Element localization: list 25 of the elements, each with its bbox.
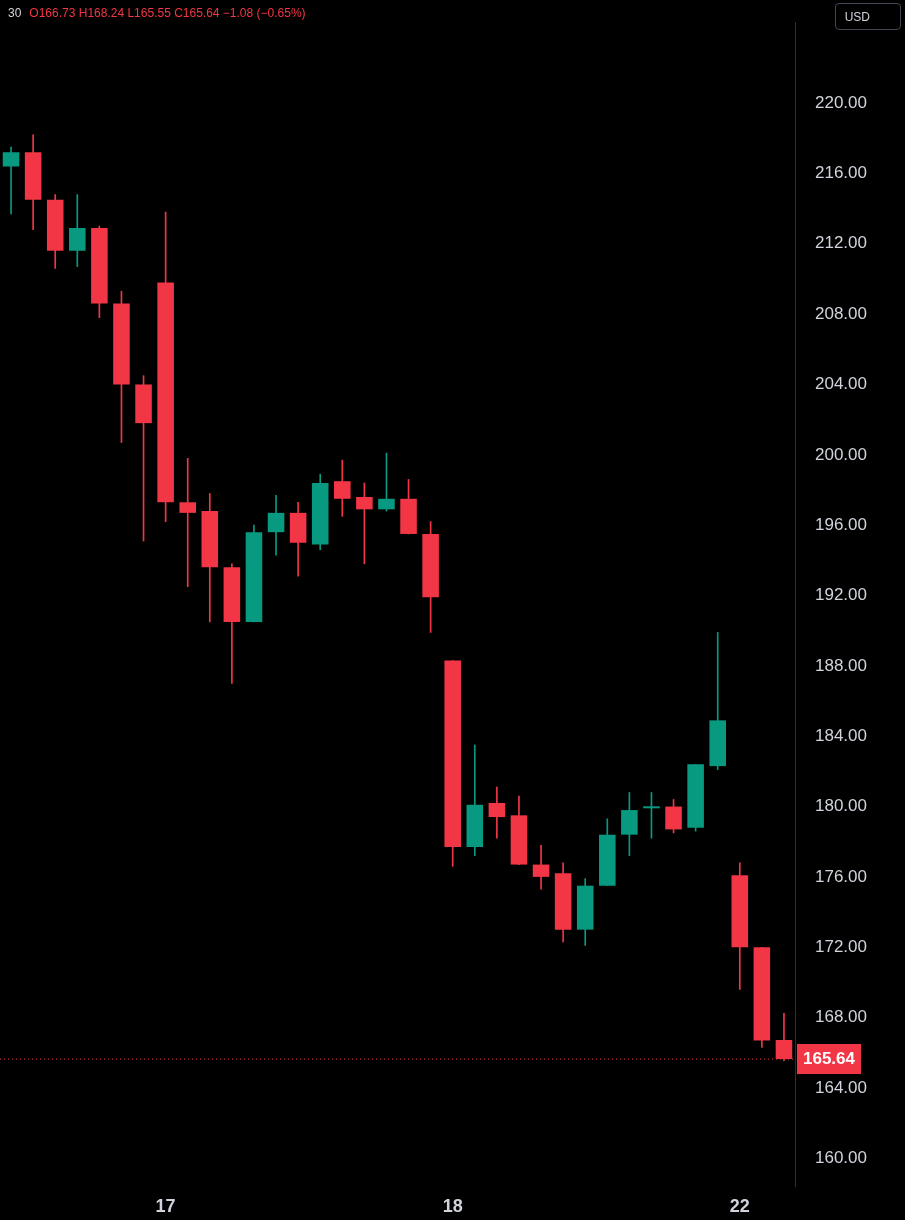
x-tick-label: 17 (155, 1196, 176, 1217)
y-tick-label: 164.00 (815, 1077, 867, 1097)
y-tick-label: 188.00 (815, 655, 867, 675)
y-tick-label: 212.00 (815, 233, 867, 253)
y-tick-label: 204.00 (815, 374, 867, 394)
chart-subtitle: O166.73 H168.24 L165.55 C165.64 −1.08 (−0.65%) (29, 6, 306, 20)
y-axis-title: USD (834, 3, 901, 30)
chart-title: 30 (8, 6, 22, 20)
y-tick-label: 168.00 (815, 1007, 867, 1027)
y-tick-label: 192.00 (815, 585, 867, 605)
y-tick-label: 184.00 (815, 725, 867, 745)
y-tick-label: 196.00 (815, 514, 867, 534)
y-tick-label: 208.00 (815, 303, 867, 323)
y-tick-label: 220.00 (815, 92, 867, 112)
y-tick-label: 200.00 (815, 444, 867, 464)
y-tick-label: 176.00 (815, 866, 867, 886)
candlestick (2, 146, 20, 215)
y-tick-label: 216.00 (815, 163, 867, 183)
y-tick-label: 160.00 (815, 1147, 867, 1167)
x-tick-label: 18 (442, 1196, 463, 1217)
x-tick-label: 22 (729, 1196, 750, 1217)
candlestick (179, 458, 196, 588)
ref-line-label: 165.64 (803, 1048, 856, 1068)
y-tick-label: 180.00 (815, 796, 867, 816)
y-tick-label: 172.00 (815, 936, 867, 956)
